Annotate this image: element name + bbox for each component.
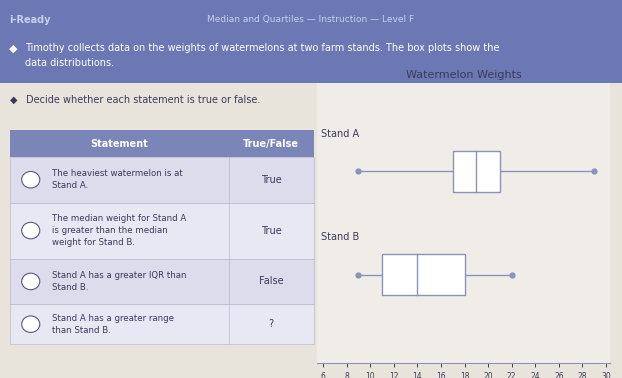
FancyBboxPatch shape [10,304,313,344]
FancyBboxPatch shape [10,259,313,304]
Text: Stand B: Stand B [321,232,359,242]
Text: Stand A: Stand A [321,129,359,139]
Text: True: True [261,175,282,185]
FancyBboxPatch shape [10,157,313,203]
FancyBboxPatch shape [10,203,313,259]
Text: Timothy collects data on the weights of watermelons at two farm stands. The box : Timothy collects data on the weights of … [25,43,499,68]
Text: ◆: ◆ [9,43,18,53]
Text: The median weight for Stand A
is greater than the median
weight for Stand B.: The median weight for Stand A is greater… [52,214,186,247]
Text: The heaviest watermelon is at
Stand A.: The heaviest watermelon is at Stand A. [52,169,182,190]
Circle shape [22,273,40,290]
Title: Watermelon Weights: Watermelon Weights [406,70,521,80]
Text: False: False [259,276,284,287]
Circle shape [22,316,40,332]
Text: True/False: True/False [243,139,299,149]
Circle shape [22,222,40,239]
FancyBboxPatch shape [0,0,622,83]
Text: Statement: Statement [90,139,148,149]
Text: Stand A has a greater range
than Stand B.: Stand A has a greater range than Stand B… [52,314,174,335]
Text: i-Ready: i-Ready [9,15,51,25]
Text: ?: ? [269,319,274,329]
Text: Stand A has a greater IQR than
Stand B.: Stand A has a greater IQR than Stand B. [52,271,186,292]
Text: ◆: ◆ [10,95,17,105]
Text: Decide whether each statement is true or false.: Decide whether each statement is true or… [26,95,260,105]
FancyBboxPatch shape [10,130,313,157]
Bar [382,254,465,295]
Bar [453,151,500,192]
Text: Median and Quartiles — Instruction — Level F: Median and Quartiles — Instruction — Lev… [208,15,414,24]
Text: True: True [261,226,282,235]
Circle shape [22,172,40,188]
